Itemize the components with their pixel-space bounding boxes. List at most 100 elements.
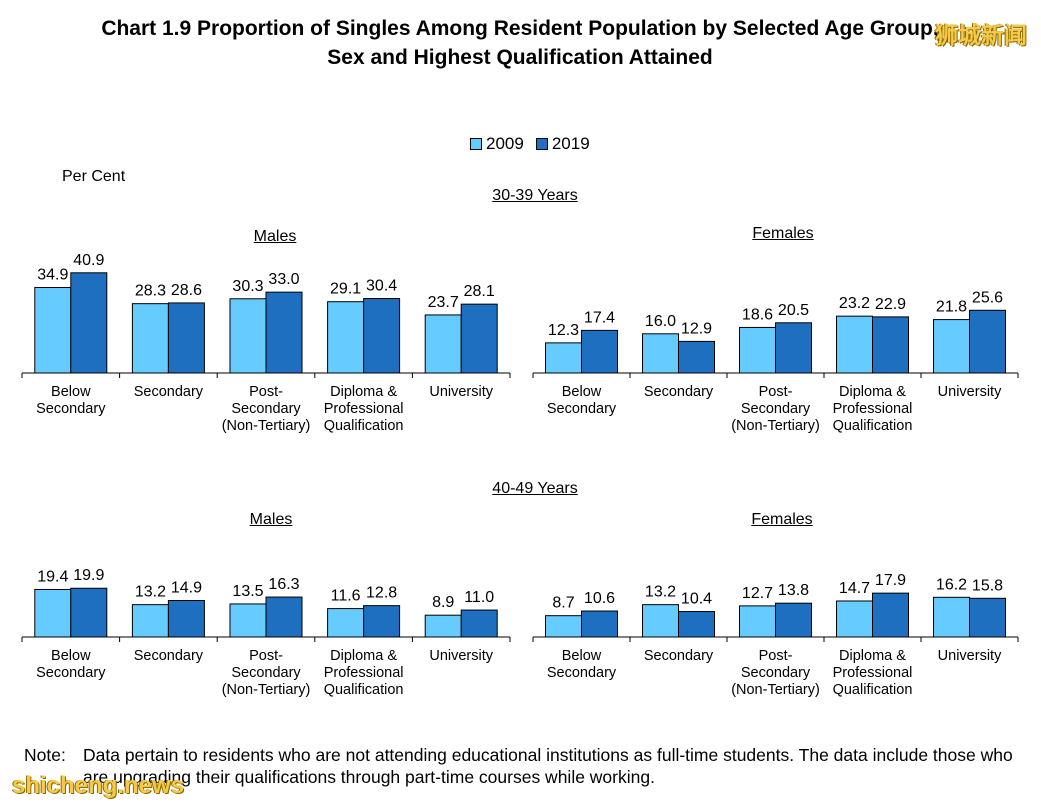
bar-40-49-years-females-secondary-2019: [678, 611, 715, 638]
bar-40-49-years-females-diploma-professional-qualification-2009: [836, 600, 873, 638]
bar-40-49-years-females-secondary-2009: [642, 604, 679, 638]
bar-40-49-years-males-diploma-professional-qualification-2019: [363, 605, 401, 638]
x-tick-label-30-39-years-males-diploma-professional-qualification-2: Qualification: [324, 418, 404, 434]
x-tick-label-30-39-years-males-post-secondary-non-tertiary-0: Post-: [249, 384, 283, 400]
data-label-40-49-years-females-university-2009: 16.2: [936, 576, 967, 593]
x-tick-label-40-49-years-females-diploma-professional-qualification-2: Qualification: [833, 682, 913, 698]
age-group-label-40-49: 40-49 Years: [492, 480, 578, 497]
bar-30-39-years-females-secondary-2019: [678, 340, 715, 374]
data-label-30-39-years-females-secondary-2019: 12.9: [681, 320, 712, 337]
data-label-30-39-years-males-university-2019: 28.1: [464, 283, 495, 300]
x-tick-label-30-39-years-males-diploma-professional-qualification-0: Diploma &: [330, 384, 397, 400]
x-tick-label-40-49-years-females-university-0: University: [938, 648, 1002, 664]
x-tick-label-40-49-years-females-diploma-professional-qualification-1: Professional: [833, 665, 913, 681]
x-tick-label-40-49-years-females-secondary-0: Secondary: [644, 648, 714, 664]
x-tick-label-40-49-years-males-diploma-professional-qualification-2: Qualification: [324, 682, 404, 698]
bar-40-49-years-females-below-secondary-2019: [581, 610, 618, 638]
x-tick-label-40-49-years-males-post-secondary-non-tertiary-2: (Non-Tertiary): [222, 682, 311, 698]
data-label-30-39-years-males-university-2009: 23.7: [428, 294, 459, 311]
data-label-40-49-years-females-post-secondary-non-tertiary-2019: 13.8: [778, 582, 809, 599]
data-label-40-49-years-males-post-secondary-non-tertiary-2009: 13.5: [232, 583, 263, 600]
data-label-40-49-years-females-post-secondary-non-tertiary-2009: 12.7: [742, 585, 773, 602]
bar-40-49-years-females-diploma-professional-qualification-2019: [872, 592, 909, 638]
data-label-30-39-years-females-university-2019: 25.6: [972, 289, 1003, 306]
bar-30-39-years-females-post-secondary-non-tertiary-2019: [775, 322, 812, 374]
data-label-30-39-years-males-secondary-2009: 28.3: [135, 283, 166, 300]
panel-title-males-30-39: Males: [253, 228, 297, 245]
data-label-30-39-years-males-post-secondary-non-tertiary-2009: 30.3: [232, 278, 263, 295]
x-tick-label-40-49-years-males-below-secondary-1: Secondary: [36, 665, 106, 681]
x-tick-label-40-49-years-males-diploma-professional-qualification-1: Professional: [324, 665, 404, 681]
data-label-40-49-years-males-secondary-2009: 13.2: [135, 584, 166, 601]
bar-30-39-years-females-university-2019: [969, 309, 1006, 374]
data-label-40-49-years-males-below-secondary-2019: 19.9: [73, 567, 104, 584]
bar-40-49-years-males-below-secondary-2009: [34, 588, 72, 638]
data-label-40-49-years-males-diploma-professional-qualification-2009: 11.6: [331, 588, 361, 605]
bar-30-39-years-males-secondary-2009: [131, 303, 169, 374]
bar-30-39-years-females-university-2009: [933, 319, 970, 374]
data-label-40-49-years-females-diploma-professional-qualification-2009: 14.7: [839, 580, 870, 597]
watermark-logo-top: 狮城新闻: [935, 22, 1027, 48]
bar-30-39-years-males-post-secondary-non-tertiary-2009: [229, 298, 267, 374]
x-tick-label-40-49-years-males-university-0: University: [429, 648, 493, 664]
x-tick-label-30-39-years-females-post-secondary-non-tertiary-2: (Non-Tertiary): [731, 418, 820, 434]
data-label-30-39-years-males-diploma-professional-qualification-2019: 30.4: [366, 278, 397, 295]
x-tick-label-40-49-years-males-below-secondary-0: Below: [51, 648, 91, 664]
x-tick-label-30-39-years-males-diploma-professional-qualification-1: Professional: [324, 401, 404, 417]
data-label-30-39-years-males-below-secondary-2019: 40.9: [73, 252, 104, 269]
bar-30-39-years-females-diploma-professional-qualification-2019: [872, 316, 909, 374]
chart-title-line1: Chart 1.9 Proportion of Singles Among Re…: [101, 17, 939, 40]
footnote-lead: Note:: [24, 745, 66, 765]
bar-40-49-years-males-below-secondary-2019: [70, 587, 108, 638]
panel-title-males-40-49: Males: [249, 511, 293, 528]
bar-30-39-years-males-below-secondary-2009: [34, 286, 72, 374]
chart-title: Chart 1.9 Proportion of Singles Among Re…: [40, 14, 1000, 72]
bar-30-39-years-males-university-2019: [460, 303, 498, 374]
x-tick-label-30-39-years-females-post-secondary-non-tertiary-1: Secondary: [741, 401, 811, 417]
data-label-30-39-years-females-diploma-professional-qualification-2019: 22.9: [875, 296, 906, 313]
footnote-text: Data pertain to residents who are not at…: [83, 745, 1013, 787]
bar-40-49-years-males-university-2019: [460, 609, 498, 638]
data-label-40-49-years-females-below-secondary-2019: 10.6: [584, 590, 615, 607]
bar-30-39-years-males-below-secondary-2019: [70, 272, 108, 374]
x-tick-label-30-39-years-males-post-secondary-non-tertiary-2: (Non-Tertiary): [222, 418, 311, 434]
data-label-40-49-years-females-below-secondary-2009: 8.7: [552, 595, 574, 612]
bar-40-49-years-males-diploma-professional-qualification-2009: [327, 608, 365, 638]
bar-40-49-years-females-below-secondary-2009: [545, 615, 582, 638]
bar-30-39-years-males-university-2009: [424, 314, 462, 374]
x-tick-label-30-39-years-males-below-secondary-1: Secondary: [36, 401, 106, 417]
legend-swatch-2019: [535, 138, 548, 150]
bar-40-49-years-males-secondary-2019: [167, 599, 205, 638]
panel-title-females-40-49: Females: [751, 511, 813, 528]
x-tick-label-30-39-years-females-diploma-professional-qualification-0: Diploma &: [839, 384, 906, 400]
bar-30-39-years-females-diploma-professional-qualification-2009: [836, 315, 873, 374]
data-label-40-49-years-females-secondary-2019: 10.4: [681, 591, 712, 608]
bar-40-49-years-females-university-2009: [933, 596, 970, 638]
x-tick-label-40-49-years-females-post-secondary-non-tertiary-2: (Non-Tertiary): [731, 682, 820, 698]
bar-30-39-years-males-secondary-2019: [167, 302, 205, 374]
data-label-30-39-years-males-post-secondary-non-tertiary-2019: 33.0: [268, 271, 299, 288]
legend-item-2019: 2019: [535, 134, 590, 154]
data-label-30-39-years-males-secondary-2019: 28.6: [171, 282, 202, 299]
age-group-label-30-39: 30-39 Years: [492, 187, 578, 204]
bar-30-39-years-females-post-secondary-non-tertiary-2009: [739, 326, 776, 374]
data-label-40-49-years-males-below-secondary-2009: 19.4: [37, 568, 68, 585]
data-label-40-49-years-males-secondary-2019: 14.9: [171, 579, 202, 596]
x-tick-label-30-39-years-females-secondary-0: Secondary: [644, 384, 714, 400]
x-tick-label-30-39-years-males-below-secondary-0: Below: [51, 384, 91, 400]
data-label-30-39-years-females-university-2009: 21.8: [936, 299, 967, 316]
x-tick-label-40-49-years-males-post-secondary-non-tertiary-0: Post-: [249, 648, 283, 664]
data-label-30-39-years-females-post-secondary-non-tertiary-2009: 18.6: [742, 306, 773, 323]
bar-40-49-years-males-secondary-2009: [131, 604, 169, 638]
x-tick-label-30-39-years-females-below-secondary-0: Below: [562, 384, 602, 400]
x-tick-label-30-39-years-females-below-secondary-1: Secondary: [547, 401, 617, 417]
bar-40-49-years-males-university-2009: [424, 614, 462, 638]
bar-30-39-years-males-post-secondary-non-tertiary-2019: [265, 291, 303, 374]
x-tick-label-30-39-years-females-university-0: University: [938, 384, 1002, 400]
x-tick-label-40-49-years-females-below-secondary-1: Secondary: [547, 665, 617, 681]
data-label-40-49-years-males-post-secondary-non-tertiary-2019: 16.3: [268, 576, 299, 593]
x-tick-label-30-39-years-females-diploma-professional-qualification-2: Qualification: [833, 418, 913, 434]
data-label-40-49-years-females-secondary-2009: 13.2: [645, 584, 676, 601]
x-tick-label-30-39-years-males-post-secondary-non-tertiary-1: Secondary: [231, 401, 301, 417]
legend-label-2009: 2009: [486, 134, 524, 153]
